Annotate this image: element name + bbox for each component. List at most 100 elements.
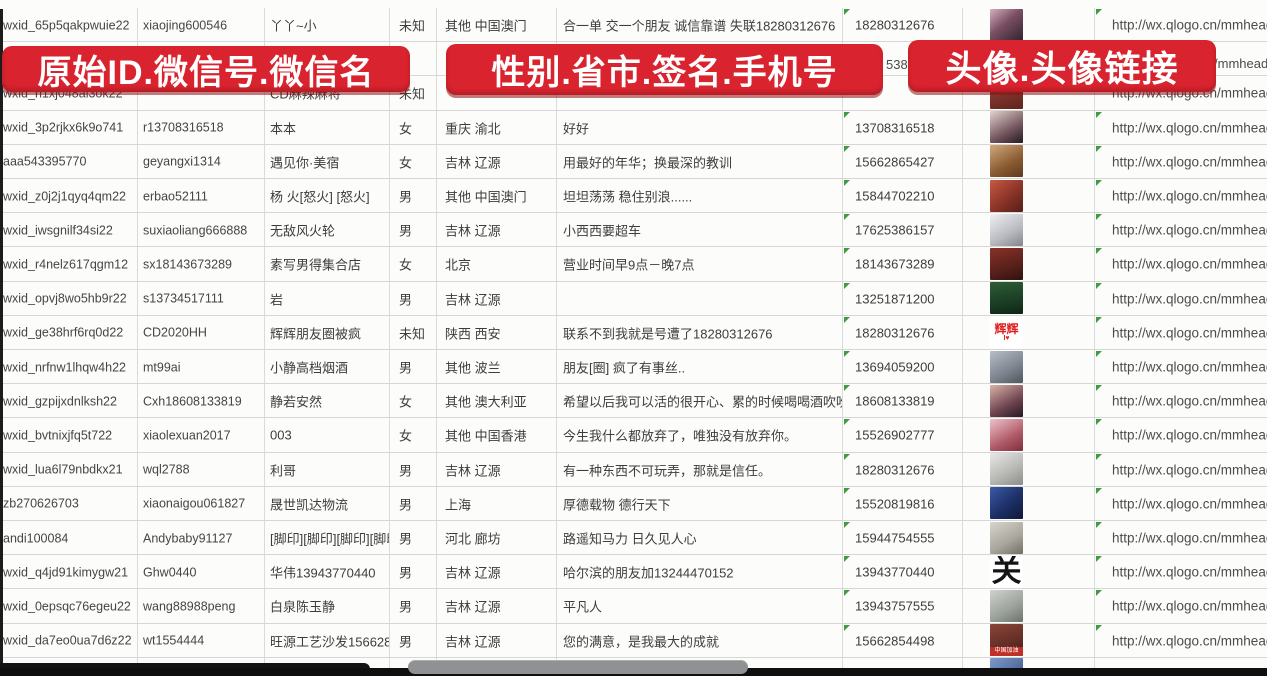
cell-phone[interactable]: 18143673289 xyxy=(843,247,963,281)
cell-avatar-link[interactable]: http://wx.qlogo.cn/mmhead xyxy=(1095,179,1267,212)
cell-gender[interactable]: 男 xyxy=(390,179,437,213)
cell-avatar[interactable] xyxy=(963,486,1095,520)
cell-region[interactable]: 吉林 辽源 xyxy=(437,555,557,589)
cell-avatar[interactable] xyxy=(963,8,1095,42)
cell-weixin-name[interactable]: 旺源工艺沙发15662854 xyxy=(265,623,390,657)
cell-avatar-link[interactable]: http://wx.qlogo.cn/mmhead xyxy=(1095,487,1267,520)
cell-avatar-link[interactable]: http://wx.qlogo.cn/mmhead xyxy=(1095,111,1267,144)
cell-phone[interactable]: 13708316518 xyxy=(843,110,963,144)
cell-gender[interactable]: 女 xyxy=(390,384,437,418)
cell-gender[interactable]: 女 xyxy=(390,418,437,452)
cell-wxid[interactable]: wxid_ge38hrf6rq0d22 xyxy=(0,315,138,349)
cell-gender[interactable]: 男 xyxy=(390,521,437,555)
cell-region[interactable]: 吉林 辽源 xyxy=(437,144,557,178)
cell-region[interactable]: 陕西 西安 xyxy=(437,315,557,349)
cell-phone[interactable]: 18608133819 xyxy=(843,384,963,418)
cell-region[interactable]: 上海 xyxy=(437,486,557,520)
cell-phone[interactable] xyxy=(843,657,963,676)
cell-wxid[interactable]: wxid_65p5qakpwuie22 xyxy=(0,8,138,42)
cell-signature[interactable]: 路遥知马力 日久见人心 xyxy=(557,521,843,555)
cell-avatar-link[interactable]: http://wx.qlogo.cn/mmhead xyxy=(1095,418,1267,451)
cell-gender[interactable]: 女 xyxy=(390,144,437,178)
cell-wxid[interactable]: andi100084 xyxy=(0,521,138,555)
cell-avatar[interactable] xyxy=(963,521,1095,555)
cell-weixin-id[interactable]: erbao52111 xyxy=(138,179,265,213)
cell-weixin-id[interactable]: Cxh18608133819 xyxy=(138,384,265,418)
cell-phone[interactable]: 15520819816 xyxy=(843,486,963,520)
cell-region[interactable]: 北京 xyxy=(437,247,557,281)
cell-region[interactable]: 其他 中国澳门 xyxy=(437,179,557,213)
cell-weixin-id[interactable]: s13734517111 xyxy=(138,281,265,315)
cell-avatar-link[interactable]: http://wx.qlogo.cn/mmhead xyxy=(1095,213,1267,246)
cell-weixin-name[interactable]: 华伟13943770440 xyxy=(265,555,390,589)
cell-avatar[interactable] xyxy=(963,350,1095,384)
cell-weixin-id[interactable]: Ghw0440 xyxy=(138,555,265,589)
cell-avatar-link[interactable]: http://wx.qlogo.cn/mmhead xyxy=(1095,555,1267,588)
cell-signature[interactable]: 合一单 交一个朋友 诚信靠谱 失联18280312676 xyxy=(557,8,843,42)
cell-wxid[interactable]: wxid_0epsqc76egeu22 xyxy=(0,589,138,623)
cell-weixin-id[interactable]: wang88988peng xyxy=(138,589,265,623)
cell-weixin-id[interactable]: Andybaby91127 xyxy=(138,521,265,555)
cell-avatar[interactable] xyxy=(963,247,1095,281)
cell-signature[interactable]: 坦坦荡荡 稳住别浪...... xyxy=(557,179,843,213)
cell-avatar-link[interactable]: http://wx.qlogo.cn/mmhead xyxy=(1095,8,1267,41)
cell-wxid[interactable]: wxid_bvtnixjfq5t722 xyxy=(0,418,138,452)
cell-weixin-id[interactable]: suxiaoliang666888 xyxy=(138,213,265,247)
cell-gender[interactable] xyxy=(390,42,437,76)
cell-phone[interactable]: 18280312676 xyxy=(843,452,963,486)
cell-signature[interactable]: 朋友[圈] 疯了有事丝.. xyxy=(557,350,843,384)
cell-avatar[interactable] xyxy=(963,452,1095,486)
cell-weixin-id[interactable]: mt99ai xyxy=(138,350,265,384)
cell-weixin-id[interactable]: xiaojing600546 xyxy=(138,8,265,42)
cell-weixin-name[interactable]: [脚印][脚印][脚印][脚印 xyxy=(265,521,390,555)
cell-signature[interactable]: 平凡人 xyxy=(557,589,843,623)
cell-avatar-link[interactable]: http://wx.qlogo.cn/mmhead xyxy=(1095,624,1267,657)
cell-gender[interactable]: 未知 xyxy=(390,76,437,110)
cell-avatar[interactable] xyxy=(963,384,1095,418)
cell-weixin-name[interactable]: 利哥 xyxy=(265,452,390,486)
cell-avatar-link[interactable]: http://wx.qlogo.cn/mmhead xyxy=(1095,589,1267,622)
cell-region[interactable]: 其他 波兰 xyxy=(437,350,557,384)
horizontal-scrollbar-thumb[interactable] xyxy=(408,660,748,674)
cell-signature[interactable]: 哈尔滨的朋友加13244470152 xyxy=(557,555,843,589)
cell-weixin-name[interactable]: 丫丫~小 xyxy=(265,8,390,42)
row2-phone-fragment[interactable]: 5386 xyxy=(886,57,915,72)
cell-avatar-link[interactable]: http://wx.qlogo.cn/mmhead xyxy=(1095,316,1267,349)
cell-weixin-name[interactable]: 辉辉朋友圈被疯 xyxy=(265,315,390,349)
cell-gender[interactable]: 未知 xyxy=(390,8,437,42)
cell-region[interactable]: 吉林 辽源 xyxy=(437,623,557,657)
cell-weixin-name[interactable]: 003 xyxy=(265,418,390,452)
cell-phone[interactable]: 15662865427 xyxy=(843,144,963,178)
cell-signature[interactable]: 有一种东西不可玩弄，那就是信任。 xyxy=(557,452,843,486)
cell-signature[interactable]: 您的满意，是我最大的成就 xyxy=(557,623,843,657)
cell-weixin-id[interactable]: CD2020HH xyxy=(138,315,265,349)
cell-phone[interactable]: 17625386157 xyxy=(843,213,963,247)
cell-signature[interactable]: 用最好的年华；换最深的教训 xyxy=(557,144,843,178)
cell-signature[interactable]: 小西西要超车 xyxy=(557,213,843,247)
cell-gender[interactable]: 男 xyxy=(390,350,437,384)
cell-region[interactable]: 河北 廊坊 xyxy=(437,521,557,555)
cell-weixin-name[interactable]: 遇见你·美宿 xyxy=(265,144,390,178)
cell-weixin-name[interactable]: 无敌风火轮 xyxy=(265,213,390,247)
cell-wxid[interactable]: wxid_iwsgnilf34si22 xyxy=(0,213,138,247)
cell-wxid[interactable]: wxid_lua6l79nbdkx21 xyxy=(0,452,138,486)
cell-weixin-id[interactable]: sx18143673289 xyxy=(138,247,265,281)
cell-weixin-id[interactable]: wql2788 xyxy=(138,452,265,486)
cell-region[interactable]: 吉林 辽源 xyxy=(437,281,557,315)
cell-avatar-link[interactable]: http://wx.qlogo.cn/mmhead xyxy=(1095,247,1267,280)
cell-phone[interactable]: 15526902777 xyxy=(843,418,963,452)
cell-gender[interactable]: 男 xyxy=(390,555,437,589)
cell-weixin-id[interactable]: wt1554444 xyxy=(138,623,265,657)
cell-gender[interactable]: 未知 xyxy=(390,315,437,349)
cell-phone[interactable]: 18280312676 xyxy=(843,8,963,42)
cell-phone[interactable]: 13251871200 xyxy=(843,281,963,315)
cell-wxid[interactable]: wxid_r4nelz617qgm12 xyxy=(0,247,138,281)
cell-weixin-name[interactable]: 岩 xyxy=(265,281,390,315)
cell-avatar-link[interactable]: http://wx.qlogo.cn/mmhead xyxy=(1095,350,1267,383)
cell-gender[interactable]: 男 xyxy=(390,486,437,520)
cell-weixin-id[interactable]: xiaonaigou061827 xyxy=(138,486,265,520)
cell-weixin-name[interactable]: 静若安然 xyxy=(265,384,390,418)
cell-weixin-name[interactable]: 杨 火[怒火] [怒火] xyxy=(265,179,390,213)
cell-avatar[interactable]: 辉辉 I♥ xyxy=(963,315,1095,349)
cell-weixin-id[interactable]: geyangxi1314 xyxy=(138,144,265,178)
